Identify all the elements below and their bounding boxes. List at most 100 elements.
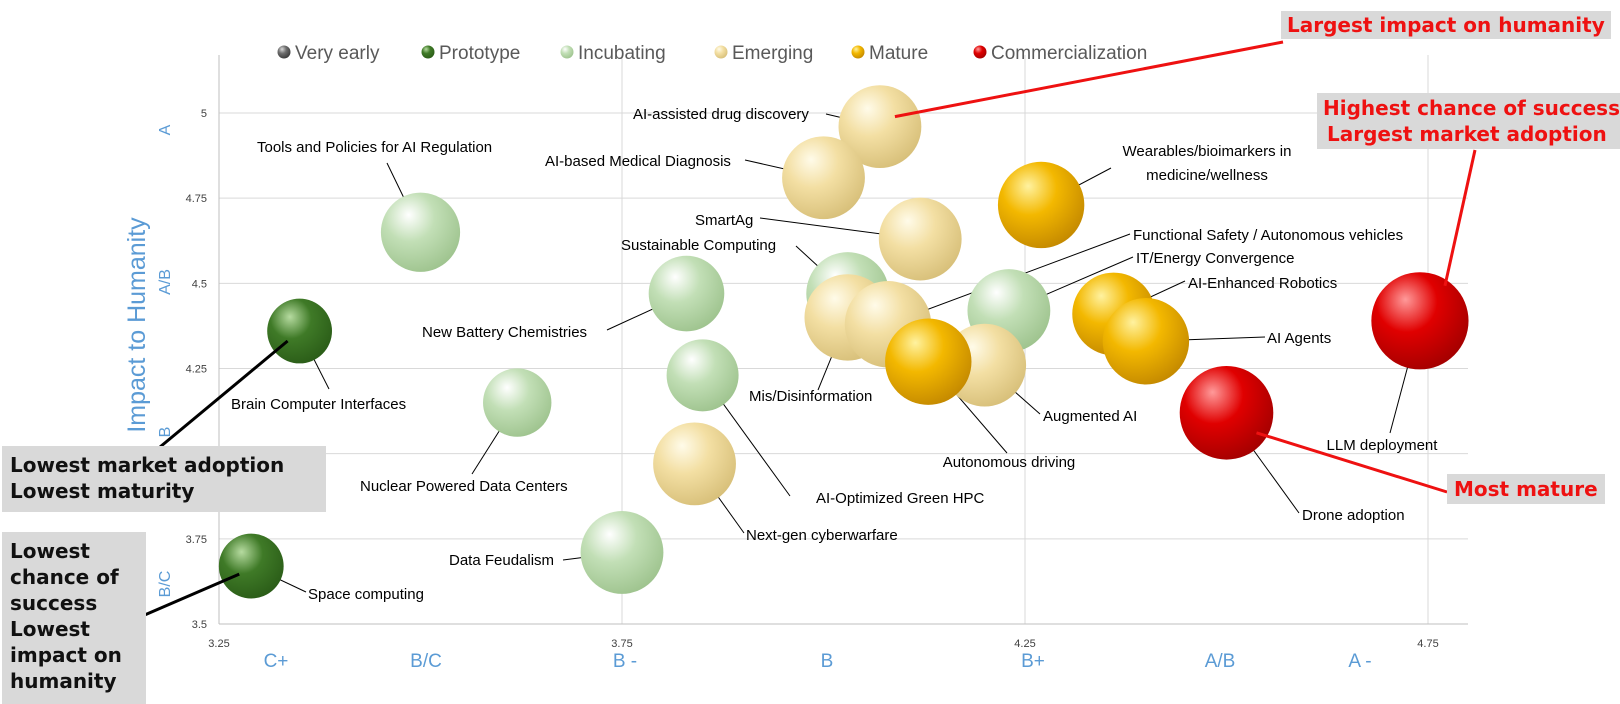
bubble-label: medicine/wellness: [1146, 167, 1268, 184]
bubble-label: New Battery Chemistries: [422, 324, 587, 341]
x-tick-label: 4.75: [1417, 638, 1438, 650]
bubble-label: Wearables/bioimarkers in: [1123, 143, 1292, 160]
bubble-label: AI-Enhanced Robotics: [1188, 275, 1337, 292]
bubble-label: Augmented AI: [1043, 408, 1137, 425]
y-tick-label: 4.25: [186, 364, 207, 376]
callout-text: Lowest maturity: [10, 479, 195, 503]
callout-highest-chance: Highest chance of success Largest market…: [1317, 93, 1620, 149]
bubble: [782, 136, 865, 220]
callout-arrows: [139, 40, 1477, 619]
y-grade-label: A/B: [157, 269, 174, 295]
x-grade-label: B: [821, 651, 834, 672]
bubble-label: Functional Safety / Autonomous vehicles: [1133, 227, 1403, 244]
legend-label: Commercialization: [991, 43, 1147, 64]
x-tick-label: 3.25: [208, 638, 229, 650]
legend-label: Very early: [295, 43, 380, 64]
callout-text: Largest impact on humanity: [1287, 13, 1605, 37]
callout-text: Lowest: [10, 617, 90, 641]
callout-text: Largest market adoption: [1327, 122, 1607, 146]
callout-arrow: [159, 339, 289, 449]
bubble: [878, 197, 962, 281]
callout-text: Highest chance of success: [1323, 96, 1620, 120]
x-grade-label: B -: [613, 651, 637, 672]
bubble: [218, 533, 284, 599]
bubble-label: AI-Optimized Green HPC: [816, 490, 985, 507]
bubble: [666, 339, 739, 412]
callout-text: humanity: [10, 669, 117, 693]
bubble-label: Next-gen cyberwarfare: [746, 527, 898, 544]
y-tick-label: 4.75: [186, 193, 207, 205]
x-grade-label: C+: [264, 651, 289, 672]
callout-text: success: [10, 591, 98, 615]
bubble-label: AI-based Medical Diagnosis: [545, 153, 731, 170]
callout-arrow: [1443, 149, 1477, 287]
x-grade-label: A/B: [1205, 651, 1236, 672]
bubble: [380, 192, 461, 272]
legend-marker: [714, 45, 728, 59]
bubble: [1371, 272, 1469, 370]
callout-text: impact on: [10, 643, 122, 667]
bubble: [885, 318, 972, 405]
bubble-label: Data Feudalism: [449, 552, 554, 569]
bubble-label: IT/Energy Convergence: [1136, 250, 1294, 267]
legend: Very early Prototype Incubating Emerging Mat…: [277, 43, 1147, 64]
axes: 3.5 3.75 4.25 4.5 4.75 5 3.25 3.75 4.25 4.75 C+ B/C…: [123, 55, 1468, 672]
callout-arrow: [1256, 431, 1448, 494]
callout-largest-impact: Largest impact on humanity: [1281, 11, 1611, 39]
x-grade-label: B+: [1021, 651, 1045, 672]
legend-marker: [560, 45, 574, 59]
bubbles: [218, 85, 1469, 599]
callout-arrow: [139, 572, 240, 619]
bubble-label: AI-assisted drug discovery: [633, 106, 809, 123]
bubble-label: Sustainable Computing: [621, 237, 776, 254]
y-grade-label: B: [157, 427, 174, 438]
x-grade-label: B/C: [410, 651, 442, 672]
callout-most-mature: Most mature: [1447, 474, 1605, 504]
legend-label: Mature: [869, 43, 928, 64]
y-axis-title: Impact to Humanity: [123, 217, 151, 433]
bubble: [1102, 298, 1190, 385]
callout-text: Lowest market adoption: [10, 453, 285, 477]
bubble-label: Nuclear Powered Data Centers: [360, 478, 568, 495]
y-tick-label: 5: [201, 108, 207, 120]
bubble-label: Mis/Disinformation: [749, 388, 872, 405]
y-grade-label: A: [157, 124, 174, 135]
y-tick-label: 4.5: [192, 278, 207, 290]
x-tick-label: 4.25: [1014, 638, 1035, 650]
legend-label: Emerging: [732, 43, 813, 64]
y-tick-label: 3.5: [192, 619, 207, 631]
callout-lowest-adoption: Lowest market adoption Lowest maturity: [2, 446, 326, 512]
bubble: [580, 511, 664, 594]
bubble-label: Space computing: [308, 586, 424, 603]
bubble: [483, 368, 552, 437]
bubble: [648, 255, 725, 332]
bubble-labels: Space computing Brain Computer Interfaces…: [231, 106, 1438, 603]
callout-text: Most mature: [1454, 477, 1598, 501]
bubble-label: Brain Computer Interfaces: [231, 396, 406, 413]
callout-text: chance of: [10, 565, 119, 589]
legend-marker: [973, 45, 987, 59]
callout-arrow: [894, 40, 1284, 119]
bubble: [267, 298, 332, 364]
bubble: [1179, 365, 1274, 460]
legend-label: Incubating: [578, 43, 666, 64]
bubble-label: AI Agents: [1267, 330, 1331, 347]
bubble-label: LLM deployment: [1327, 437, 1439, 454]
x-grade-label: A -: [1348, 651, 1371, 672]
legend-marker: [851, 45, 865, 59]
bubble: [653, 422, 736, 506]
legend-marker: [421, 45, 435, 59]
bubble-label: Tools and Policies for AI Regulation: [257, 139, 492, 156]
callout-lowest-chance: Lowest chance of success Lowest impact o…: [2, 532, 146, 704]
x-tick-label: 3.75: [611, 638, 632, 650]
bubble-label: SmartAg: [695, 212, 753, 229]
legend-label: Prototype: [439, 43, 520, 64]
bubble: [838, 85, 922, 169]
bubble-label: Autonomous driving: [943, 454, 1076, 471]
legend-marker: [277, 45, 291, 59]
bubble-label: Drone adoption: [1302, 507, 1405, 524]
bubble: [997, 161, 1085, 249]
y-tick-label: 3.75: [186, 534, 207, 546]
y-grade-label: B/C: [157, 571, 174, 598]
